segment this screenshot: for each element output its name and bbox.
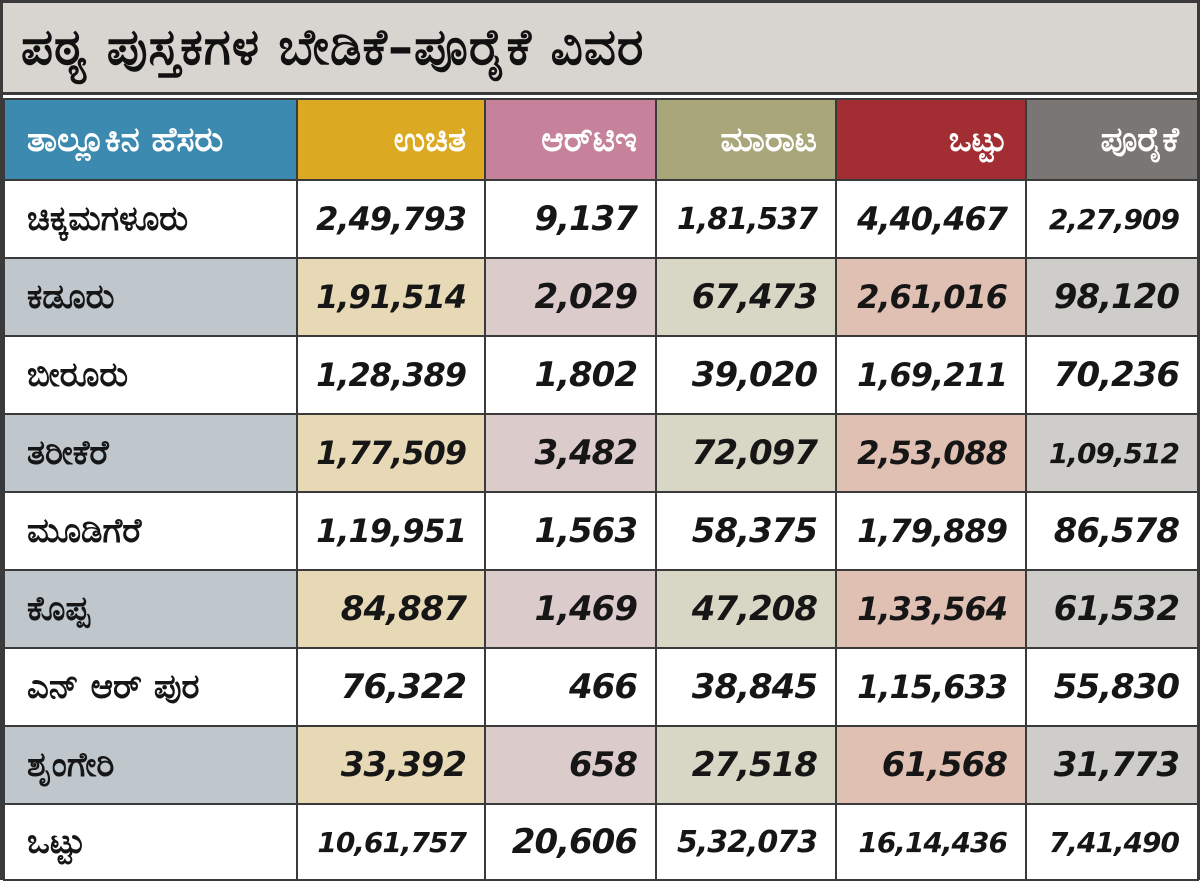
column-header-total: ಒಟ್ಟು <box>835 98 1027 181</box>
cell-supply: 55,830 <box>1025 647 1199 727</box>
cell-sale: 67,473 <box>655 257 837 337</box>
cell-supply: 31,773 <box>1025 725 1199 805</box>
cell-supply: 61,532 <box>1025 569 1199 649</box>
cell-free: 1,91,514 <box>296 257 486 337</box>
table-row: ಕಡೂರು 1,91,514 2,029 67,473 2,61,016 98,120 <box>3 257 1199 337</box>
page-title: ಪಠ್ಯ ಪುಸ್ತಕಗಳ ಬೇಡಿಕೆ–ಪೂರೈಕೆ ವಿವರ <box>21 18 645 76</box>
cell-sale: 58,375 <box>655 491 837 571</box>
table-row: ಶೃಂಗೇರಿ 33,392 658 27,518 61,568 31,773 <box>3 725 1199 805</box>
cell-total: 4,40,467 <box>835 179 1027 259</box>
cell-rte: 658 <box>484 725 657 805</box>
table-row: ಬೀರೂರು 1,28,389 1,802 39,020 1,69,211 70,236 <box>3 335 1199 415</box>
cell-taluk: ಒಟ್ಟು <box>3 803 298 881</box>
cell-free: 1,28,389 <box>296 335 486 415</box>
table-row: ಚಿಕ್ಕಮಗಳೂರು 2,49,793 9,137 1,81,537 4,40,467… <box>3 179 1199 259</box>
cell-total: 2,53,088 <box>835 413 1027 493</box>
cell-supply: 70,236 <box>1025 335 1199 415</box>
cell-sale: 5,32,073 <box>655 803 837 881</box>
cell-taluk: ಕೊಪ್ಪ <box>3 569 298 649</box>
data-table: ತಾಲ್ಲೂಕಿನ ಹೆಸರು ಉಚಿತ ಆರ್‌ಟಿಇ ಮಾರಾಟ ಒಟ್ಟು… <box>3 98 1199 881</box>
cell-supply: 86,578 <box>1025 491 1199 571</box>
cell-taluk: ಬೀರೂರು <box>3 335 298 415</box>
cell-free: 10,61,757 <box>296 803 486 881</box>
cell-taluk: ತರೀಕೆರೆ <box>3 413 298 493</box>
cell-supply: 98,120 <box>1025 257 1199 337</box>
cell-total: 1,79,889 <box>835 491 1027 571</box>
cell-free: 33,392 <box>296 725 486 805</box>
cell-sale: 38,845 <box>655 647 837 727</box>
cell-free: 1,77,509 <box>296 413 486 493</box>
cell-taluk: ಚಿಕ್ಕಮಗಳೂರು <box>3 179 298 259</box>
column-header-free: ಉಚಿತ <box>296 98 486 181</box>
cell-free: 84,887 <box>296 569 486 649</box>
cell-free: 76,322 <box>296 647 486 727</box>
column-header-supply: ಪೂರೈಕೆ <box>1025 98 1199 181</box>
cell-sale: 27,518 <box>655 725 837 805</box>
cell-total: 16,14,436 <box>835 803 1027 881</box>
column-header-taluk: ತಾಲ್ಲೂಕಿನ ಹೆಸರು <box>3 98 298 181</box>
cell-supply: 7,41,490 <box>1025 803 1199 881</box>
table-row: ಎನ್ ಆರ್ ಪುರ 76,322 466 38,845 1,15,633 55,830 <box>3 647 1199 727</box>
table-row: ಕೊಪ್ಪ 84,887 1,469 47,208 1,33,564 61,532 <box>3 569 1199 649</box>
cell-taluk: ಮೂಡಿಗೆರೆ <box>3 491 298 571</box>
total-row: ಒಟ್ಟು 10,61,757 20,606 5,32,073 16,14,436 7,4… <box>3 803 1199 881</box>
table-row: ತರೀಕೆರೆ 1,77,509 3,482 72,097 2,53,088 1,09,5… <box>3 413 1199 493</box>
cell-rte: 466 <box>484 647 657 727</box>
title-bar: ಪಠ್ಯ ಪುಸ್ತಕಗಳ ಬೇಡಿಕೆ–ಪೂರೈಕೆ ವಿವರ <box>3 3 1197 95</box>
cell-sale: 1,81,537 <box>655 179 837 259</box>
cell-rte: 9,137 <box>484 179 657 259</box>
cell-taluk: ಎನ್ ಆರ್ ಪುರ <box>3 647 298 727</box>
cell-rte: 1,802 <box>484 335 657 415</box>
table-row: ಮೂಡಿಗೆರೆ 1,19,951 1,563 58,375 1,79,889 86,57… <box>3 491 1199 571</box>
cell-sale: 39,020 <box>655 335 837 415</box>
cell-total: 1,15,633 <box>835 647 1027 727</box>
cell-total: 1,33,564 <box>835 569 1027 649</box>
cell-sale: 47,208 <box>655 569 837 649</box>
cell-supply: 2,27,909 <box>1025 179 1199 259</box>
cell-supply: 1,09,512 <box>1025 413 1199 493</box>
cell-free: 1,19,951 <box>296 491 486 571</box>
cell-taluk: ಶೃಂಗೇರಿ <box>3 725 298 805</box>
cell-rte: 3,482 <box>484 413 657 493</box>
cell-rte: 2,029 <box>484 257 657 337</box>
cell-total: 2,61,016 <box>835 257 1027 337</box>
cell-taluk: ಕಡೂರು <box>3 257 298 337</box>
cell-rte: 1,563 <box>484 491 657 571</box>
cell-sale: 72,097 <box>655 413 837 493</box>
cell-rte: 1,469 <box>484 569 657 649</box>
cell-total: 1,69,211 <box>835 335 1027 415</box>
column-header-sale: ಮಾರಾಟ <box>655 98 837 181</box>
header-row: ತಾಲ್ಲೂಕಿನ ಹೆಸರು ಉಚಿತ ಆರ್‌ಟಿಇ ಮಾರಾಟ ಒಟ್ಟು… <box>3 98 1199 181</box>
column-header-rte: ಆರ್‌ಟಿಇ <box>484 98 657 181</box>
cell-rte: 20,606 <box>484 803 657 881</box>
cell-free: 2,49,793 <box>296 179 486 259</box>
cell-total: 61,568 <box>835 725 1027 805</box>
table-body: ಚಿಕ್ಕಮಗಳೂರು 2,49,793 9,137 1,81,537 4,40,467… <box>3 179 1199 881</box>
